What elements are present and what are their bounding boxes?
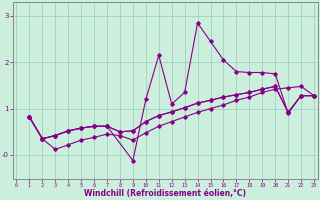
X-axis label: Windchill (Refroidissement éolien,°C): Windchill (Refroidissement éolien,°C) [84, 189, 246, 198]
